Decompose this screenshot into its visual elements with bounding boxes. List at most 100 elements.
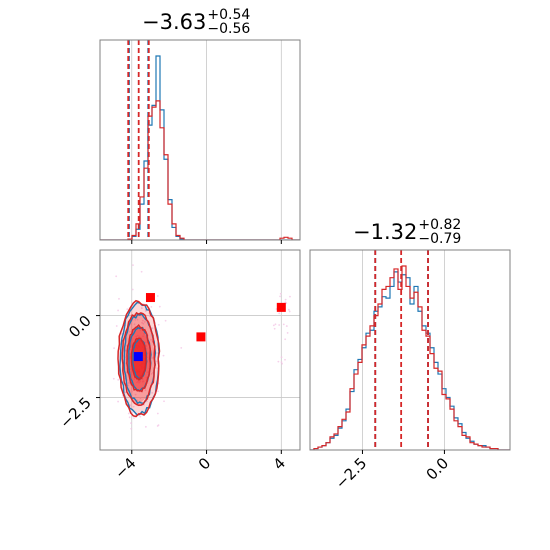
contour-red xyxy=(130,337,147,381)
scatter-point xyxy=(280,361,283,364)
y-tick-label: 0.0 xyxy=(65,312,95,342)
scatter-point xyxy=(278,324,281,326)
scatter-point xyxy=(117,378,120,381)
scatter-point xyxy=(108,457,110,459)
scatter-point xyxy=(151,327,154,330)
scatter-point xyxy=(126,308,129,311)
scatter-point xyxy=(278,312,281,315)
scatter-point xyxy=(118,297,120,300)
scatter-point xyxy=(140,270,143,273)
scatter-point xyxy=(127,384,130,387)
scatter-point xyxy=(139,415,142,418)
scatter-point xyxy=(144,310,147,312)
y-param-upper-error: +0.82 xyxy=(418,217,462,233)
scatter-point xyxy=(141,319,144,322)
scatter-point xyxy=(156,295,159,297)
scatter-point xyxy=(144,389,147,392)
red-square-marker xyxy=(145,293,155,303)
hist-x-red xyxy=(100,100,300,240)
x-tick-label: 0 xyxy=(195,454,214,473)
scatter-point xyxy=(162,354,165,357)
scatter-point xyxy=(279,292,282,295)
x-param-lower-error: −0.56 xyxy=(207,21,251,37)
scatter-point xyxy=(286,332,289,334)
scatter-point xyxy=(130,427,133,430)
panel-frame xyxy=(309,249,511,451)
scatter-point xyxy=(287,308,290,311)
scatter-point xyxy=(288,310,291,313)
scatter-point xyxy=(132,405,135,408)
scatter-point xyxy=(134,393,137,396)
blue-square-marker xyxy=(133,352,143,362)
density-2d xyxy=(108,264,291,459)
x-tick-label: −4 xyxy=(111,454,139,482)
scatter-point xyxy=(131,411,134,414)
scatter-point xyxy=(280,356,283,359)
scatter-point xyxy=(164,319,167,322)
scatter-point xyxy=(277,360,280,363)
scatter-point xyxy=(140,307,143,309)
scatter-point xyxy=(284,298,287,301)
scatter-point xyxy=(142,322,145,325)
scatter-point xyxy=(150,306,153,308)
scatter-point xyxy=(281,362,283,365)
panel-frame xyxy=(99,249,301,451)
scatter-point xyxy=(157,424,160,427)
scatter-point xyxy=(115,325,118,327)
scatter-point xyxy=(284,358,286,361)
red-square-marker xyxy=(196,332,206,342)
scatter-point xyxy=(113,347,115,350)
hist-y-red xyxy=(310,265,510,450)
scatter-point xyxy=(141,321,143,324)
x-param-median: −3.63 xyxy=(142,9,207,34)
scatter-point xyxy=(289,295,291,298)
y-param-median: −1.32 xyxy=(353,219,418,244)
scatter-point xyxy=(272,324,275,327)
scatter-point xyxy=(131,390,133,393)
contour-red xyxy=(117,299,161,418)
scatter-point xyxy=(124,349,127,352)
scatter-point xyxy=(133,323,136,326)
x-tick-label: 4 xyxy=(270,454,289,473)
contour-red xyxy=(121,311,156,407)
scatter-point xyxy=(130,422,132,424)
scatter-point xyxy=(279,295,281,298)
scatter-point xyxy=(285,325,288,327)
scatter-point xyxy=(128,416,131,419)
scatter-point xyxy=(127,412,130,415)
y-tick-label: −2.5 xyxy=(56,394,94,432)
hist-x-blue xyxy=(100,55,300,240)
scatter-point xyxy=(133,417,135,419)
scatter-point xyxy=(150,372,153,375)
scatter-point xyxy=(134,318,137,321)
scatter-point xyxy=(139,397,142,400)
scatter-point xyxy=(180,347,183,349)
scatter-point xyxy=(285,302,288,304)
scatter-point xyxy=(158,305,161,308)
panel-frame xyxy=(99,39,301,241)
scatter-point xyxy=(284,338,287,341)
y-param-lower-error: −0.79 xyxy=(418,231,462,247)
scatter-point xyxy=(127,382,130,384)
scatter-point xyxy=(143,321,146,323)
scatter-point xyxy=(274,323,277,326)
scatter-point xyxy=(163,400,165,403)
scatter-point xyxy=(124,391,127,394)
x-param-upper-error: +0.54 xyxy=(207,7,251,23)
scatter-point xyxy=(144,425,147,428)
scatter-point xyxy=(131,288,134,291)
scatter-point xyxy=(156,352,159,354)
scatter-point xyxy=(132,264,134,267)
contour-red xyxy=(126,324,152,393)
scatter-point xyxy=(157,323,160,326)
scatter-point xyxy=(129,330,131,333)
scatter-point xyxy=(148,315,151,317)
y-param-title: −1.32 +0.82 −0.79 xyxy=(353,218,461,246)
scatter-point xyxy=(112,377,115,380)
scatter-point xyxy=(273,327,276,330)
scatter-point xyxy=(117,400,119,403)
x-param-title: −3.63 +0.54 −0.56 xyxy=(142,8,250,36)
scatter-point xyxy=(150,338,152,341)
red-square-marker xyxy=(276,302,286,312)
